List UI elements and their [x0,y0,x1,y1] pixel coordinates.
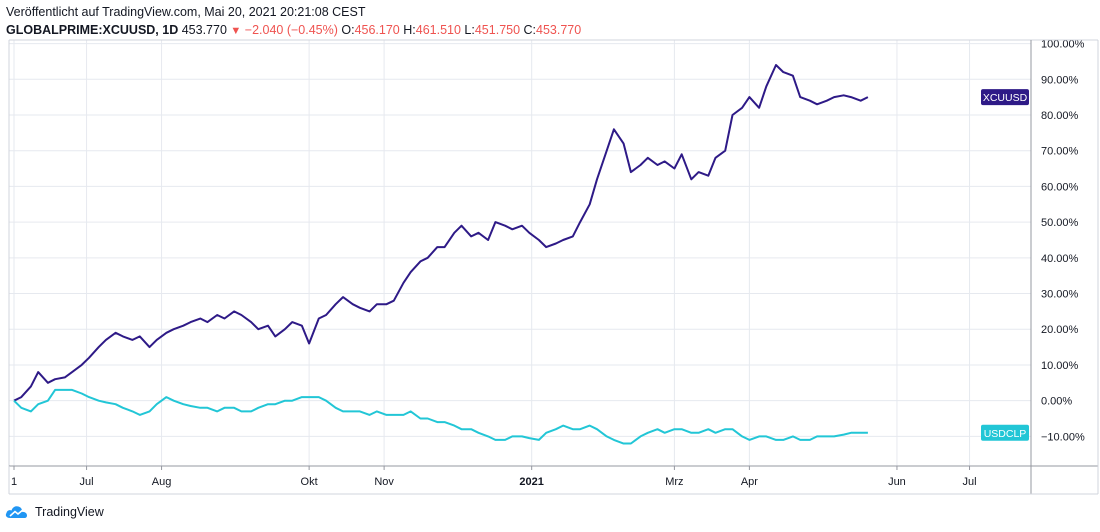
high-value: 461.510 [415,23,461,37]
x-tick-label: Nov [374,476,394,488]
x-tick-label: 1 [11,476,17,488]
chart-header: Veröffentlicht auf TradingView.com, Mai … [6,4,581,40]
series-last-badge[interactable] [981,424,1029,441]
y-tick-label: 80.00% [1041,110,1079,122]
down-arrow-icon: ▼ [230,25,242,37]
open-value: 456.170 [354,23,400,37]
y-tick-label: 10.00% [1041,360,1079,372]
footer: TradingView [5,504,104,520]
y-tick-label: 90.00% [1041,74,1079,86]
open-label: O: [341,23,355,37]
x-tick-label: Jun [888,476,906,488]
y-tick-label: 100.00% [1041,39,1085,51]
brand-name: TradingView [35,505,104,519]
high-label: H: [403,23,416,37]
y-tick-label: 30.00% [1041,289,1079,301]
series-line-xcuusd[interactable] [13,64,869,402]
tradingview-logo-icon [5,506,27,518]
low-label: L: [464,23,475,37]
close-label: C: [523,23,537,37]
x-tick-label: Jul [80,476,94,488]
y-tick-label: 40.00% [1041,253,1079,265]
close-value: 453.770 [536,23,582,37]
price-change: −2.040 (−0.45%) [244,23,338,37]
y-tick-label: 60.00% [1041,181,1079,193]
x-tick-label: Mrz [665,476,683,488]
y-tick-label: 70.00% [1041,146,1079,158]
x-tick-label: Apr [741,476,758,488]
symbol-label[interactable]: GLOBALPRIME:XCUUSD, 1D [6,23,179,37]
series-last-label: XCUUSD [983,92,1028,104]
series-line-usdclp[interactable] [13,388,868,445]
y-tick-label: 0.00% [1041,396,1072,408]
published-note: Veröffentlicht auf TradingView.com, Mai … [6,5,366,19]
last-price: 453.770 [181,23,227,37]
y-tick-label: −10.00% [1041,431,1085,443]
x-tick-label: Jul [962,476,976,488]
series-last-badge[interactable] [981,89,1029,106]
quote-line: GLOBALPRIME:XCUUSD, 1D 453.770 ▼ −2.040 … [6,21,581,40]
y-tick-label: 20.00% [1041,324,1079,336]
x-tick-label: Okt [301,476,318,488]
y-tick-label: 50.00% [1041,217,1079,229]
x-tick-label: Aug [152,476,172,488]
low-value: 451.750 [474,23,521,37]
series-last-label: USDCLP [984,428,1027,440]
x-tick-label: 2021 [519,476,543,488]
